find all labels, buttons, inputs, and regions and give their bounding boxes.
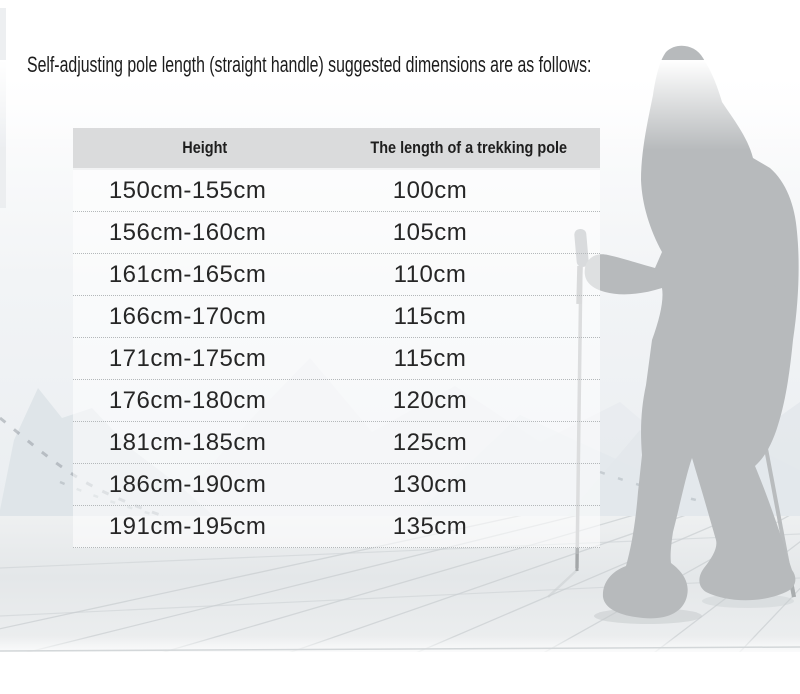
pole-length-cell: 105cm bbox=[392, 218, 468, 246]
table-row: 176cm-180cm 120cm bbox=[73, 380, 600, 422]
height-range-cell: 156cm-160cm bbox=[108, 218, 267, 246]
pole-length-cell: 100cm bbox=[392, 176, 468, 204]
table-row: 191cm-195cm 135cm bbox=[73, 506, 600, 548]
table-row: 181cm-185cm 125cm bbox=[73, 422, 600, 464]
pole-tip-shadow bbox=[547, 569, 578, 598]
height-range-cell: 191cm-195cm bbox=[108, 512, 267, 540]
height-range-cell: 166cm-170cm bbox=[108, 302, 267, 330]
column-header-pole-length: The length of a trekking pole bbox=[369, 138, 567, 157]
height-range-cell: 150cm-155cm bbox=[108, 176, 267, 204]
table-row: 186cm-190cm 130cm bbox=[73, 464, 600, 506]
height-range-cell: 186cm-190cm bbox=[108, 470, 267, 498]
table-row: 166cm-170cm 115cm bbox=[73, 296, 600, 338]
table-row: 156cm-160cm 105cm bbox=[73, 212, 600, 254]
pole-length-cell: 115cm bbox=[393, 302, 467, 330]
table-row: 171cm-175cm 115cm bbox=[73, 338, 600, 380]
page-title: Self-adjusting pole length (straight han… bbox=[27, 52, 592, 77]
table-row: 161cm-165cm 110cm bbox=[73, 254, 600, 296]
height-range-cell: 171cm-175cm bbox=[108, 344, 267, 372]
pole-length-cell: 110cm bbox=[393, 260, 467, 288]
pole-length-cell: 125cm bbox=[392, 428, 468, 456]
right-rock-specks bbox=[599, 470, 781, 522]
table-row: 150cm-155cm 100cm bbox=[73, 170, 600, 212]
pole-length-cell: 115cm bbox=[393, 344, 467, 372]
size-table: Height The length of a trekking pole 150… bbox=[73, 128, 600, 548]
pole-length-cell: 135cm bbox=[392, 512, 468, 540]
backpack-straps bbox=[765, 283, 796, 315]
bottom-white-margin bbox=[0, 652, 800, 694]
height-range-cell: 176cm-180cm bbox=[108, 386, 267, 414]
hiker-silhouette bbox=[584, 45, 799, 619]
pole-length-cell: 130cm bbox=[392, 470, 468, 498]
height-range-cell: 181cm-185cm bbox=[108, 428, 267, 456]
photo-bottom-edge bbox=[0, 646, 800, 652]
pole-length-cell: 120cm bbox=[392, 386, 468, 414]
column-header-height: Height bbox=[182, 138, 228, 157]
height-range-cell: 161cm-165cm bbox=[108, 260, 267, 288]
size-table-header: Height The length of a trekking pole bbox=[73, 128, 600, 170]
